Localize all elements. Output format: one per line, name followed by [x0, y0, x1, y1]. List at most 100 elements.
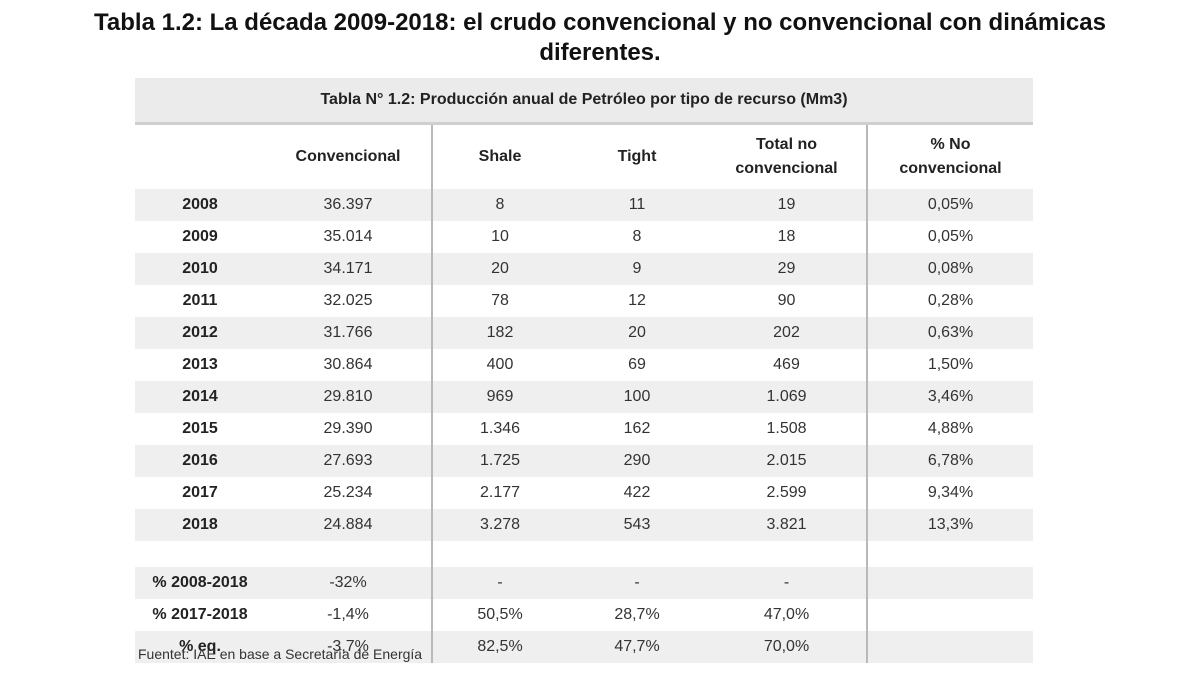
header-empty: [135, 125, 265, 189]
table-row: % eq. -3,7% 82,5% 47,7% 70,0%: [135, 631, 1033, 663]
cell-pct-no-convencional: 0,08%: [866, 253, 1033, 285]
cell-pct-no-convencional: 0,05%: [866, 221, 1033, 253]
table-row: % 2017-2018 -1,4% 50,5% 28,7% 47,0%: [135, 599, 1033, 631]
cell-total-no-convencional: 469: [773, 356, 800, 373]
row-label: % 2008-2018: [135, 567, 265, 599]
table-row: 2013 30.864 400 69 469 1,50%: [135, 349, 1033, 381]
header-total-line-2: convencional: [735, 160, 838, 177]
spacer-cell: [265, 541, 432, 567]
row-label: 2018: [135, 509, 265, 541]
cell-shale: 20: [431, 253, 567, 285]
spacer-row: [135, 541, 1033, 567]
cell-convencional: 29.390: [323, 420, 373, 437]
cell-shale: 1.725: [431, 445, 567, 477]
cell-convencional: 25.234: [323, 484, 373, 501]
row-label: % eq.: [135, 631, 265, 663]
cell-total-no-convencional: 90: [777, 292, 796, 309]
cell-shale: 182: [431, 317, 567, 349]
cell-total-no-convencional: 70,0%: [707, 631, 867, 663]
table-body: 2008 36.397 8 11 19 0,05% 2009 35.014 10 8 18 0,05%…: [135, 189, 1033, 663]
spacer-cell: [866, 541, 1033, 567]
row-label: 2017: [182, 484, 218, 501]
document-title-line-1: Tabla 1.2: La década 2009-2018: el crudo…: [94, 9, 1106, 36]
cell-pct-no-convencional: [866, 631, 1033, 663]
row-label: 2013: [182, 356, 218, 373]
cell-pct-no-convencional: 0,28%: [866, 285, 1033, 317]
cell-convencional: 30.864: [323, 356, 373, 373]
cell-convencional: 29.810: [265, 381, 432, 413]
cell-shale: 1.346: [431, 413, 567, 445]
header-pct-no-convencional: % No convencional: [866, 125, 1033, 189]
cell-total-no-convencional: 1.069: [707, 381, 867, 413]
cell-shale: 2.177: [431, 477, 567, 509]
row-label: % 2017-2018: [152, 606, 248, 623]
cell-tight: 9: [567, 253, 707, 285]
header-shale: Shale: [431, 125, 567, 189]
cell-convencional: 35.014: [323, 228, 373, 245]
table-row: 2018 24.884 3.278 543 3.821 13,3%: [135, 509, 1033, 541]
cell-convencional: -1,4%: [327, 606, 369, 623]
cell-tight: 28,7%: [614, 606, 660, 623]
table-row: 2016 27.693 1.725 290 2.015 6,78%: [135, 445, 1033, 477]
spacer-cell: [431, 541, 567, 567]
cell-tight: 69: [628, 356, 646, 373]
cell-convencional: 27.693: [265, 445, 432, 477]
table-header-row: Convencional Shale Tight Total no conven…: [135, 125, 1033, 189]
row-label: 2012: [135, 317, 265, 349]
cell-total-no-convencional: 202: [707, 317, 867, 349]
cell-shale: 50,5%: [431, 599, 567, 631]
header-convencional: Convencional: [295, 148, 401, 165]
document-title-line-2: diferentes.: [539, 39, 661, 66]
cell-pct-no-convencional: 4,88%: [866, 413, 1033, 445]
table-row: 2012 31.766 182 20 202 0,63%: [135, 317, 1033, 349]
row-label: 2011: [182, 292, 218, 309]
document-title: Tabla 1.2: La década 2009-2018: el crudo…: [0, 8, 1200, 68]
cell-pct-no-convencional: [866, 599, 1033, 631]
cell-total-no-convencional: 2.015: [707, 445, 867, 477]
cell-pct-no-convencional: 0,05%: [866, 189, 1033, 221]
cell-convencional: 32.025: [323, 292, 373, 309]
cell-tight: 100: [567, 381, 707, 413]
cell-total-no-convencional: 47,0%: [763, 606, 810, 623]
row-label: 2016: [135, 445, 265, 477]
cell-tight: 290: [567, 445, 707, 477]
cell-total-no-convencional: -: [707, 567, 867, 599]
cell-convencional: 31.766: [265, 317, 432, 349]
table-row: 2014 29.810 969 100 1.069 3,46%: [135, 381, 1033, 413]
production-table: Convencional Shale Tight Total no conven…: [135, 125, 1033, 663]
cell-pct-no-convencional: [866, 567, 1033, 599]
cell-tight: 47,7%: [567, 631, 707, 663]
cell-total-no-convencional: 19: [707, 189, 867, 221]
spacer-cell: [567, 541, 707, 567]
cell-convencional: -32%: [265, 567, 432, 599]
spacer-cell: [135, 541, 265, 567]
cell-tight: 20: [567, 317, 707, 349]
table-row: % 2008-2018 -32% - - -: [135, 567, 1033, 599]
row-label: 2008: [135, 189, 265, 221]
cell-shale: 969: [431, 381, 567, 413]
cell-tight: 11: [567, 189, 707, 221]
cell-convencional: 24.884: [265, 509, 432, 541]
cell-pct-no-convencional: 6,78%: [866, 445, 1033, 477]
cell-pct-no-convencional: 0,63%: [866, 317, 1033, 349]
cell-shale: -: [431, 567, 567, 599]
cell-shale: 78: [431, 285, 567, 317]
header-pct-line-1: % No: [930, 136, 971, 153]
table-row: 2015 29.390 1.346 162 1.508 4,88%: [135, 413, 1033, 445]
cell-shale: 8: [431, 189, 567, 221]
cell-pct-no-convencional: 13,3%: [866, 509, 1033, 541]
cell-total-no-convencional: 1.508: [766, 420, 807, 437]
table-row: 2010 34.171 20 9 29 0,08%: [135, 253, 1033, 285]
table-row: 2009 35.014 10 8 18 0,05%: [135, 221, 1033, 253]
cell-shale: 3.278: [431, 509, 567, 541]
cell-convencional: 34.171: [265, 253, 432, 285]
cell-pct-no-convencional: 3,46%: [866, 381, 1033, 413]
row-label: 2014: [135, 381, 265, 413]
cell-tight: 12: [628, 292, 646, 309]
cell-total-no-convencional: 3.821: [707, 509, 867, 541]
cell-tight: -: [567, 567, 707, 599]
header-tight: Tight: [617, 148, 657, 165]
cell-convencional: -3,7%: [265, 631, 432, 663]
cell-tight: 422: [623, 484, 651, 501]
header-total-line-1: Total no: [755, 136, 818, 153]
